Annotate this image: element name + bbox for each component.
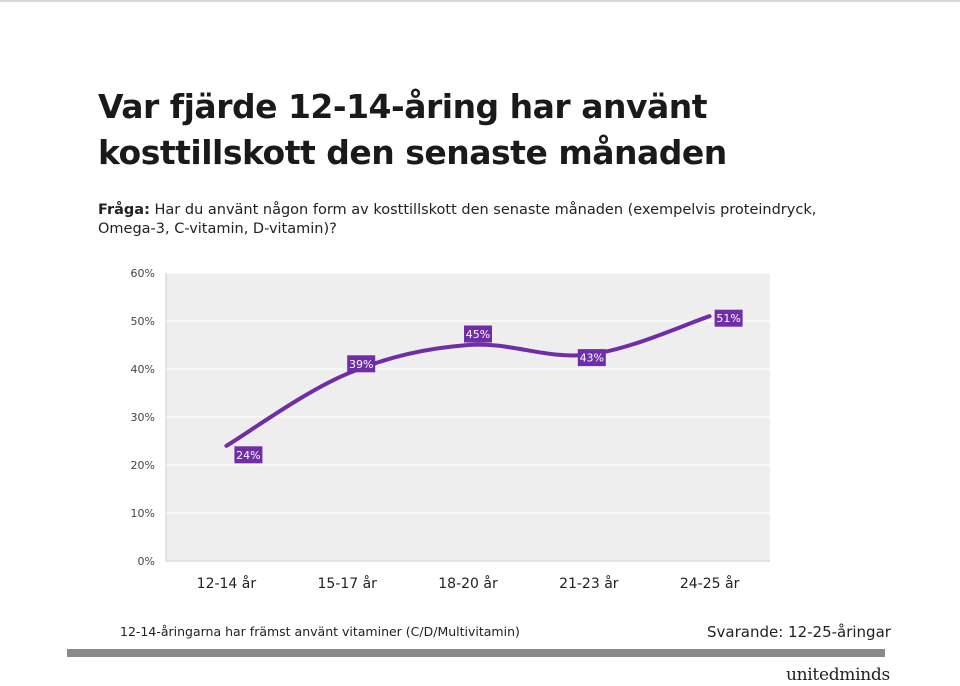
y-tick-label: 0% — [138, 555, 155, 568]
data-label-box — [234, 446, 263, 464]
data-label: 51% — [716, 312, 740, 325]
y-tick-label: 50% — [131, 315, 155, 328]
data-label-box — [577, 349, 606, 367]
x-tick-label: 15-17 år — [317, 575, 377, 592]
top-divider — [0, 0, 960, 2]
respondents-note: Svarande: 12-25-åringar — [707, 623, 891, 641]
footnote: 12-14-åringarna har främst använt vitami… — [120, 624, 520, 639]
data-label-box — [347, 355, 376, 373]
data-label: 24% — [236, 449, 260, 462]
y-tick-label: 20% — [131, 459, 155, 472]
y-tick-label: 10% — [131, 507, 155, 520]
page-title: Var fjärde 12-14-åring har använt kostti… — [98, 87, 727, 172]
data-label: 45% — [466, 328, 490, 341]
data-label-box — [464, 325, 492, 343]
series-line — [224, 314, 712, 448]
bottom-bar — [67, 649, 885, 657]
question-body: Har du använt någon form av kosttillskot… — [98, 202, 817, 237]
x-tick-label: 18-20 år — [438, 575, 498, 592]
data-label: 43% — [580, 352, 604, 365]
data-label-box — [714, 309, 743, 327]
y-tick-label: 60% — [131, 267, 155, 280]
unitedminds-logo: unitedminds — [786, 665, 890, 685]
question-text: Fråga: Har du använt någon form av kostt… — [98, 201, 858, 239]
y-tick-label: 40% — [131, 363, 155, 376]
x-tick-label: 12-14 år — [197, 575, 257, 592]
data-label: 39% — [349, 358, 373, 371]
y-tick-label: 30% — [131, 411, 155, 424]
x-tick-label: 21-23 år — [559, 575, 619, 592]
question-label: Fråga: — [98, 202, 150, 218]
x-tick-label: 24-25 år — [680, 575, 740, 592]
